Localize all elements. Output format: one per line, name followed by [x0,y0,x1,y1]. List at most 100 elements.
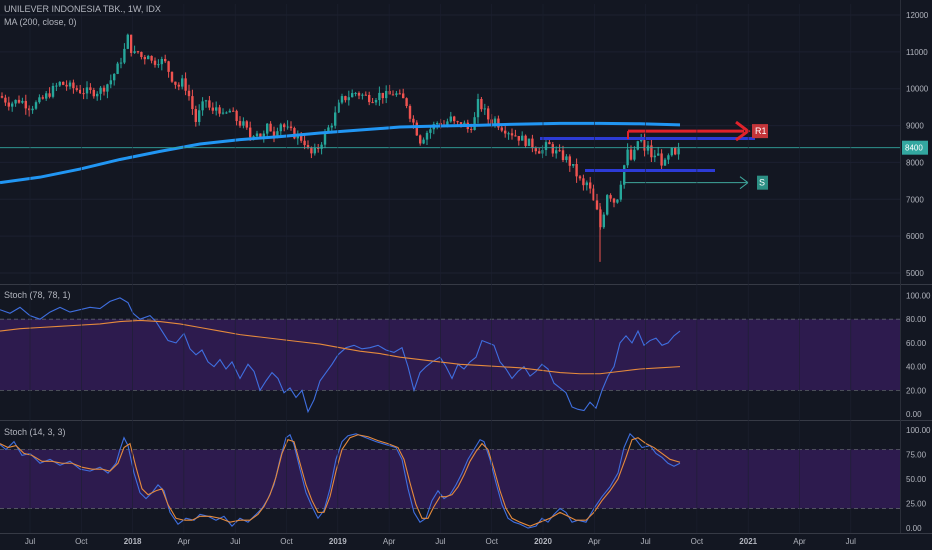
candle-body [208,100,211,108]
candle-body [357,92,361,96]
candle-body [276,131,279,137]
candle-body [388,90,391,95]
candle-body [187,90,191,97]
candle-body [85,87,89,94]
candle-body [4,97,7,103]
candle-body [327,127,330,133]
time-tick-label: Oct [485,537,498,546]
candle-body [565,156,568,161]
candle-body [449,116,452,122]
candle-body [354,92,357,94]
candle-body [429,129,432,133]
candle-body [119,62,123,64]
time-tick-label: Apr [383,537,396,546]
candle-body [337,102,340,113]
candle-body [446,121,449,126]
candle-body [313,147,316,154]
candle-body [323,132,327,145]
candle-body [157,64,160,66]
candle-body [616,199,619,203]
candle-body [245,121,248,128]
candle-body [286,126,289,128]
candle-body [109,80,112,85]
candle-body [364,94,367,96]
candle-body [221,112,225,114]
candle-body [514,135,517,137]
stoch-fast-tick-label: 50.00 [906,475,927,484]
current-price-badge [902,140,928,155]
candle-body [164,58,167,62]
candle-body [228,110,231,113]
candle-body [568,156,571,166]
stoch-slow-band [0,319,900,391]
candle-body [425,132,429,140]
candle-body [79,89,82,94]
candle-body [242,121,245,126]
candle-body [194,109,197,122]
stoch-slow-legend: Stoch (78, 78, 1) [4,290,71,300]
candle-body [582,178,585,186]
candle-body [371,102,374,104]
candle-body [504,130,507,134]
candle-body [663,159,667,166]
candle-body [453,116,456,122]
candle-body [629,149,633,160]
candle-body [211,107,214,111]
candle-body [99,87,102,94]
candle-body [674,147,677,155]
resistance-badge [752,124,768,139]
candle-body [153,60,157,65]
candle-body [147,55,150,60]
candle-body [507,133,510,135]
candle-body [572,164,575,166]
candle-body [385,90,388,99]
time-tick-label: Jul [846,537,856,546]
time-tick-label: Jul [230,537,240,546]
candle-body [113,73,116,81]
candle-body [398,93,401,95]
candle-body [378,92,381,101]
candle-body [653,155,656,158]
candle-body [201,101,204,111]
candle-body [51,85,55,97]
stoch-fast-band [0,449,900,509]
candle-body [300,134,303,141]
candle-body [283,124,286,128]
candle-body [521,135,524,141]
candle-body [670,147,673,156]
candle-body [531,138,534,149]
candle-body [262,133,265,139]
candle-body [177,84,180,87]
candle-body [136,51,140,53]
time-tick-label: Oct [691,537,704,546]
candle-body [126,34,129,49]
candle-body [232,110,235,112]
candle-body [636,141,639,150]
candle-body [657,153,660,156]
stoch-fast-series-d [0,434,681,527]
candle-body [402,93,405,99]
candle-body [269,123,272,132]
current-price-label: 8400 [905,144,923,153]
candle-body [487,108,490,120]
time-tick-label: 2018 [124,537,142,546]
candle-body [259,133,262,139]
candle-body [75,88,78,90]
stoch-slow-series-d [0,319,681,375]
candle-body [55,85,58,87]
candle-body [252,136,255,138]
candle-body [361,94,364,96]
support-badge [757,175,768,190]
candle-body [395,93,398,95]
candle-body [561,150,565,161]
candle-body [595,200,599,210]
candle-body [623,165,626,185]
price-tick-label: 11000 [906,48,928,57]
candle-body [102,87,106,92]
ma-legend: MA (200, close, 0) [4,17,77,27]
candle-body [483,108,486,110]
candle-body [633,149,636,160]
candle-body [527,138,531,146]
candle-body [606,195,609,215]
